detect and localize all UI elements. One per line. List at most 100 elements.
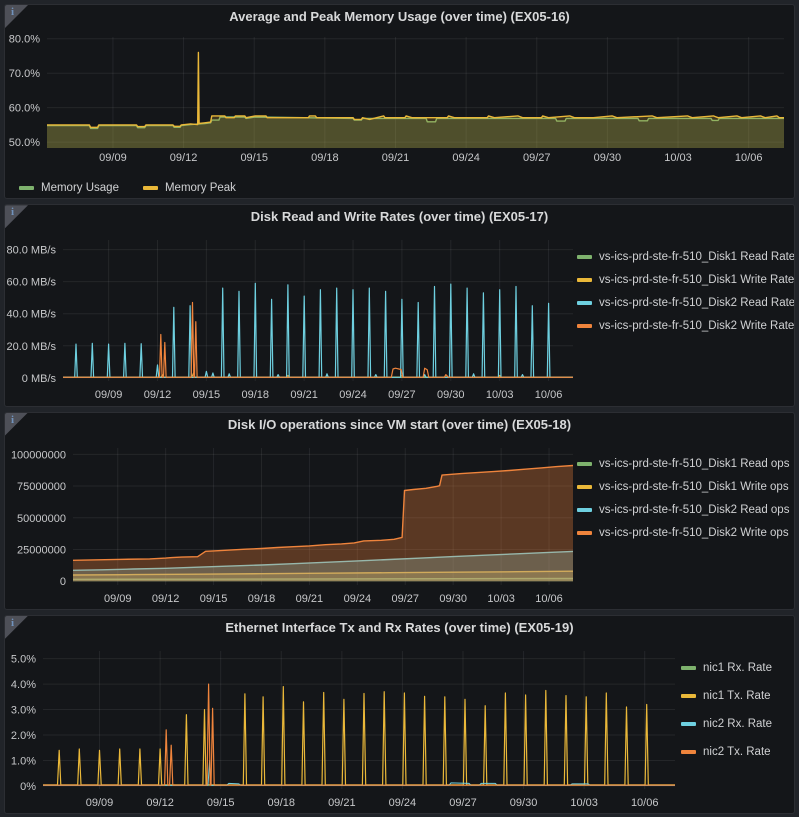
- panel-title[interactable]: Disk Read and Write Rates (over time) (E…: [250, 209, 549, 225]
- legend: vs-ics-prd-ste-fr-510_Disk1 Read Rate vs-…: [577, 229, 795, 405]
- legend-swatch: [681, 665, 696, 670]
- series-line-memory-peak: [47, 51, 784, 128]
- x-axis-tick-label: 09/24: [452, 152, 480, 164]
- x-axis-tick-label: 09/24: [389, 797, 417, 809]
- y-axis-tick-label: 50.0%: [9, 137, 40, 149]
- x-axis-tick-label: 09/21: [290, 389, 318, 401]
- x-axis-tick-label: 09/12: [144, 389, 172, 401]
- panel-title[interactable]: Average and Peak Memory Usage (over time…: [229, 9, 570, 24]
- legend-item[interactable]: vs-ics-prd-ste-fr-510_Disk2 Write Rate: [577, 314, 794, 337]
- memory-usage-chart: 50.0% 60.0% 70.0% 80.0% 09/09 09/12 09/15 09/18…: [5, 29, 794, 174]
- panel-title[interactable]: Disk I/O operations since VM start (over…: [227, 416, 572, 432]
- legend-item[interactable]: vs-ics-prd-ste-fr-510_Disk1 Read ops: [577, 453, 794, 476]
- legend-item[interactable]: vs-ics-prd-ste-fr-510_Disk1 Write ops: [577, 476, 794, 499]
- legend-item[interactable]: vs-ics-prd-ste-fr-510_Disk2 Write ops: [577, 522, 794, 545]
- disk-rates-chart: 0 MB/s 20.0 MB/s 40.0 MB/s 60.0 MB/s 80.0 MB…: [5, 229, 577, 405]
- legend-item[interactable]: vs-ics-prd-ste-fr-510_Disk2 Read Rate: [577, 291, 795, 314]
- legend-swatch: [577, 254, 592, 259]
- series-line-vs-ics-prd-ste-fr-510-disk1-read-ops: [72, 577, 574, 580]
- x-axis-tick-label: 09/09: [86, 797, 114, 809]
- legend-swatch: [681, 721, 696, 726]
- legend-item[interactable]: vs-ics-prd-ste-fr-510_Disk2 Read ops: [577, 499, 794, 522]
- x-axis-tick-label: 09/12: [170, 152, 198, 164]
- info-icon: i: [11, 616, 15, 629]
- x-axis-tick-label: 09/09: [95, 389, 123, 401]
- series-area-vs-ics-prd-ste-fr-510-disk1-write-ops: [73, 570, 573, 581]
- x-axis-tick-label: 10/06: [535, 593, 563, 605]
- y-axis-tick-label: 75000000: [17, 481, 66, 493]
- legend-label: vs-ics-prd-ste-fr-510_Disk1 Read Rate: [599, 250, 795, 263]
- legend-label: nic2 Rx. Rate: [703, 717, 773, 730]
- y-axis-tick-label: 5.0%: [11, 653, 36, 665]
- x-axis-tick-label: 09/15: [193, 389, 221, 401]
- y-axis-tick-label: 80.0 MB/s: [6, 245, 56, 257]
- legend-label: vs-ics-prd-ste-fr-510_Disk1 Write ops: [599, 481, 789, 493]
- x-axis-tick-label: 09/09: [104, 593, 132, 605]
- legend-label: vs-ics-prd-ste-fr-510_Disk2 Read Rate: [599, 296, 795, 309]
- series-line-vs-ics-prd-ste-fr-510-disk1-write-ops: [72, 570, 574, 576]
- x-axis-tick-label: 09/30: [439, 593, 467, 605]
- panel-memory-usage: i Average and Peak Memory Usage (over ti…: [4, 4, 795, 200]
- legend-item[interactable]: Memory Usage: [19, 182, 119, 194]
- y-axis-tick-label: 80.0%: [9, 34, 40, 46]
- legend-label: Memory Peak: [164, 182, 236, 194]
- x-axis-tick-label: 09/21: [382, 152, 410, 164]
- x-axis-tick-label: 09/18: [242, 389, 270, 401]
- y-axis-tick-label: 60.0 MB/s: [6, 277, 56, 289]
- legend-item[interactable]: Memory Peak: [142, 182, 236, 194]
- legend-swatch: [681, 749, 696, 754]
- x-axis-tick-label: 09/15: [240, 152, 268, 164]
- legend-item[interactable]: nic1 Rx. Rate: [681, 654, 794, 682]
- legend-swatch: [577, 323, 592, 328]
- x-axis-tick-label: 09/15: [207, 797, 235, 809]
- legend-item[interactable]: nic2 Rx. Rate: [681, 710, 794, 738]
- y-axis-tick-label: 0: [60, 576, 66, 588]
- legend-label: nic2 Tx. Rate: [703, 745, 771, 758]
- legend-swatch: [577, 508, 592, 512]
- legend-label: vs-ics-prd-ste-fr-510_Disk1 Write Rate: [599, 273, 795, 286]
- legend-item[interactable]: nic2 Tx. Rate: [681, 738, 794, 766]
- y-axis-tick-label: 60.0%: [9, 103, 40, 115]
- series-line-vs-ics-prd-ste-fr-510-disk2-read-rate: [63, 282, 573, 379]
- info-icon: i: [11, 413, 15, 426]
- panel-title[interactable]: Ethernet Interface Tx and Rx Rates (over…: [225, 619, 574, 635]
- series-line-nic1-tx-rate: [43, 685, 675, 786]
- legend-swatch: [19, 186, 34, 190]
- x-axis-tick-label: 09/30: [510, 797, 538, 809]
- series-area-vs-ics-prd-ste-fr-510-disk2-read-ops: [73, 550, 573, 581]
- legend-item[interactable]: vs-ics-prd-ste-fr-510_Disk1 Write Rate: [577, 268, 795, 291]
- legend-label: vs-ics-prd-ste-fr-510_Disk2 Read ops: [599, 504, 790, 516]
- y-axis-tick-label: 25000000: [17, 544, 66, 556]
- legend-item[interactable]: nic1 Tx. Rate: [681, 682, 794, 710]
- series-line-vs-ics-prd-ste-fr-510-disk2-write-rate: [63, 302, 573, 379]
- legend-item[interactable]: vs-ics-prd-ste-fr-510_Disk1 Read Rate: [577, 245, 795, 268]
- series-area-memory-peak: [47, 52, 784, 148]
- x-axis-tick-label: 10/03: [570, 797, 598, 809]
- legend-swatch: [142, 186, 158, 190]
- x-axis-tick-label: 09/27: [449, 797, 477, 809]
- legend-label: vs-ics-prd-ste-fr-510_Disk1 Read ops: [599, 458, 790, 470]
- legend-swatch: [577, 531, 592, 535]
- x-axis-tick-label: 10/06: [631, 797, 659, 809]
- legend-label: Memory Usage: [41, 182, 119, 194]
- y-axis-tick-label: 4.0%: [11, 679, 36, 691]
- series-line-nic2-rx-rate: [43, 759, 675, 786]
- series-area-vs-ics-prd-ste-fr-510-disk2-write-ops: [73, 465, 573, 581]
- series-line-vs-ics-prd-ste-fr-510-disk2-write-ops: [72, 464, 574, 561]
- series-line-nic2-tx-rate: [43, 683, 675, 786]
- x-axis-tick-label: 09/27: [523, 152, 551, 164]
- x-axis-tick-label: 09/24: [339, 389, 367, 401]
- x-axis-tick-label: 09/15: [200, 593, 228, 605]
- panel-ethernet-rates: i Ethernet Interface Tx and Rx Rates (ov…: [4, 614, 795, 814]
- legend-swatch: [577, 485, 592, 489]
- y-axis-tick-label: 20.0 MB/s: [6, 341, 56, 353]
- y-axis-tick-label: 50000000: [17, 512, 66, 524]
- legend-swatch: [681, 693, 696, 698]
- x-axis-tick-label: 10/03: [664, 152, 692, 164]
- x-axis-tick-label: 09/21: [296, 593, 324, 605]
- info-icon: i: [11, 6, 15, 18]
- legend: Memory Usage Memory Peak: [5, 174, 794, 198]
- disk-ops-chart: 0 25000000 50000000 75000000 100000000 09/09 0…: [5, 437, 577, 609]
- panel-disk-ops: i Disk I/O operations since VM start (ov…: [4, 411, 795, 610]
